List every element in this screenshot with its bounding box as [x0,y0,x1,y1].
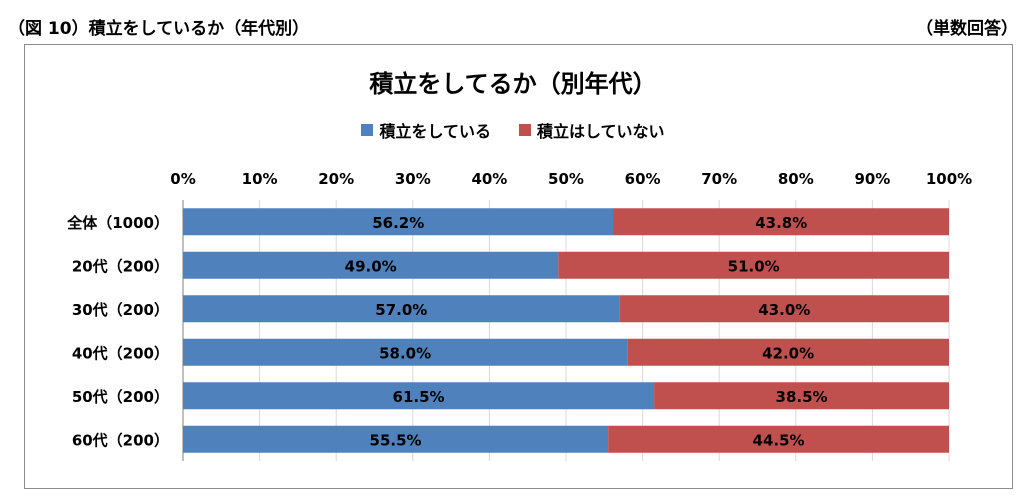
bar-saving [183,338,628,366]
data-label: 44.5% [753,431,805,449]
bar-not-saving [619,295,949,323]
legend-item-saving: 積立をしている [361,118,491,142]
data-label: 57.0% [375,301,427,319]
data-label: 55.5% [370,431,422,449]
data-label: 43.0% [758,301,810,319]
data-label: 43.8% [755,214,807,232]
bar-not-saving [627,338,949,366]
bar-not-saving [608,425,949,453]
x-tick-label: 90% [854,170,890,188]
bar-saving [183,208,614,236]
data-label: 58.0% [379,344,431,362]
x-tick-label: 0% [170,170,195,188]
legend-swatch-not-saving [519,124,531,136]
category-label: 60代（200） [72,431,169,449]
x-tick-label: 80% [778,170,814,188]
data-label: 56.2% [372,214,424,232]
bar-not-saving [613,208,949,236]
answer-type-note: （単数回答） [916,19,1018,39]
bar-saving [183,295,620,323]
x-tick-label: 20% [318,170,354,188]
chart-legend: 積立をしている 積立はしていない [0,118,1026,142]
x-tick-label: 100% [926,170,972,188]
data-label: 51.0% [728,257,780,275]
bar-not-saving [558,251,949,279]
category-label: 全体（1000） [66,214,169,232]
category-label: 50代（200） [72,388,169,406]
bar-saving [183,382,655,410]
data-label: 49.0% [345,257,397,275]
legend-label-saving: 積立をしている [379,122,491,141]
bar-saving [183,425,609,453]
x-tick-label: 30% [395,170,431,188]
category-label: 40代（200） [72,344,169,362]
bar-not-saving [654,382,949,410]
chart-title: 積立をしてるか（別年代） [369,70,657,98]
x-tick-label: 70% [701,170,737,188]
x-tick-label: 60% [625,170,661,188]
category-label: 20代（200） [72,257,169,275]
data-label: 38.5% [776,388,828,406]
legend-label-not-saving: 積立はしていない [537,122,665,141]
x-tick-label: 10% [242,170,278,188]
x-tick-label: 50% [548,170,584,188]
data-label: 42.0% [762,344,814,362]
bar-saving [183,251,559,279]
legend-item-not-saving: 積立はしていない [519,118,665,142]
legend-swatch-saving [361,124,374,136]
category-label: 30代（200） [72,301,169,319]
figure-caption: （図 10）積立をしているか（年代別） [8,19,310,39]
data-label: 61.5% [393,388,445,406]
x-tick-label: 40% [471,170,507,188]
